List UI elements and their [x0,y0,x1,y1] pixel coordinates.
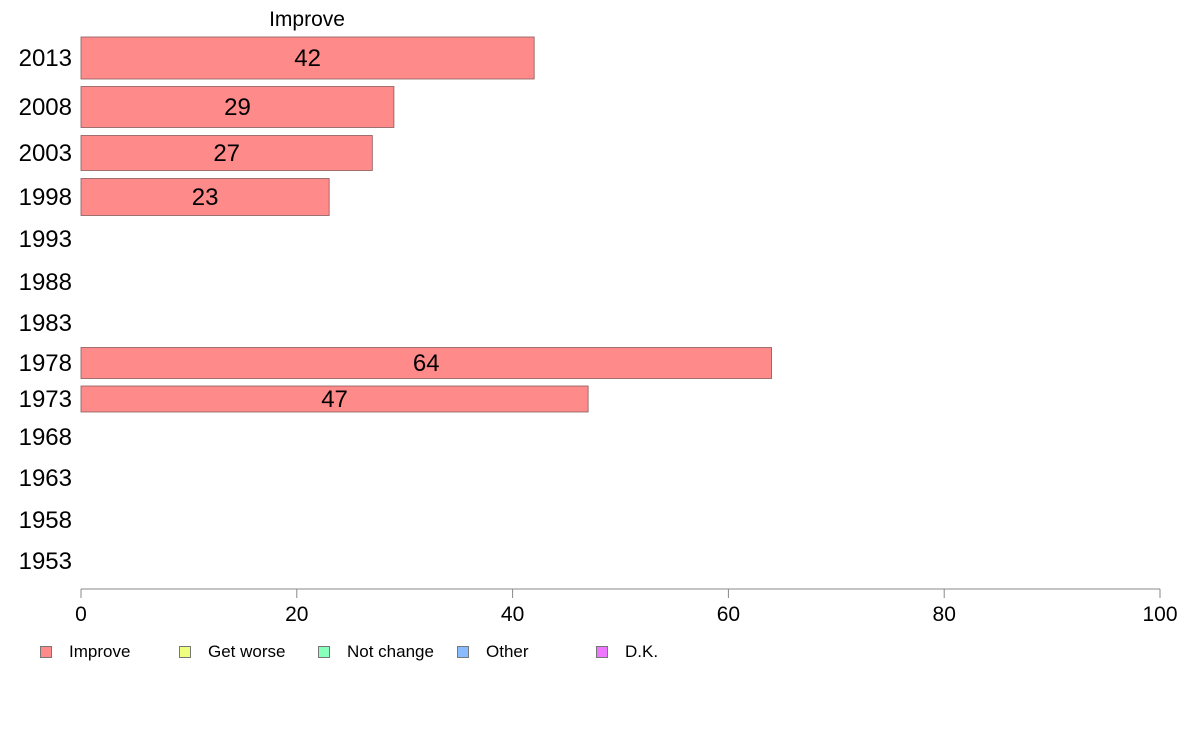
y-tick-label-1958: 1958 [19,507,72,534]
bar-value-label-2003: 27 [213,140,240,167]
legend-swatch-get-worse [179,646,191,658]
legend-item-not-change: Not change [318,641,434,663]
bar-value-label-2008: 29 [224,94,251,121]
y-tick-label-1978: 1978 [19,350,72,377]
legend-label-not-change: Not change [347,642,434,661]
bar-1973 [80,385,589,413]
x-axis: 0 20 40 60 80 100 [75,588,1178,626]
y-tick-label-1968: 1968 [19,424,72,451]
chart-title: Improve [269,8,345,31]
x-tick-label-80: 80 [933,603,956,626]
x-tick-label-20: 20 [285,603,308,626]
x-tick-label-0: 0 [75,603,87,626]
legend-swatch-dk [596,646,608,658]
legend-item-dk: D.K. [596,641,658,663]
y-tick-label-1998: 1998 [19,184,72,211]
y-tick-label-1983: 1983 [19,310,72,337]
legend-swatch-improve [40,646,52,658]
legend-item-improve: Improve [40,641,130,663]
x-tick-label-100: 100 [1142,603,1177,626]
bar-2008 [80,86,395,128]
legend-label-get-worse: Get worse [208,642,286,661]
y-tick-label-2013: 2013 [19,45,72,72]
legend-item-other: Other [457,641,529,663]
y-tick-label-2008: 2008 [19,94,72,121]
bar-value-label-1978: 64 [413,350,440,377]
legend-label-dk: D.K. [625,642,659,661]
y-tick-label-1953: 1953 [19,548,72,575]
bar-2013 [80,36,535,80]
x-tick-label-40: 40 [501,603,524,626]
legend-item-get-worse: Get worse [179,641,285,663]
legend-label-improve: Improve [69,642,131,661]
legend-swatch-other [457,646,469,658]
bar-value-label-1998: 23 [192,184,219,211]
legend-label-other: Other [486,642,529,661]
legend-swatch-not-change [318,646,330,658]
x-tick-label-60: 60 [717,603,740,626]
bars-layer: 2013 42 2008 29 2003 27 1998 23 1993 1988 1983 1978… [19,36,772,575]
y-tick-label-1988: 1988 [19,269,72,296]
bar-2003 [80,135,373,171]
bar-1998 [80,178,330,216]
y-tick-label-1963: 1963 [19,465,72,492]
bar-value-label-1973: 47 [321,386,348,413]
y-tick-label-1993: 1993 [19,226,72,253]
y-tick-label-1973: 1973 [19,386,72,413]
bar-value-label-2013: 42 [294,45,321,72]
y-tick-label-2003: 2003 [19,140,72,167]
bar-1978 [80,347,772,379]
